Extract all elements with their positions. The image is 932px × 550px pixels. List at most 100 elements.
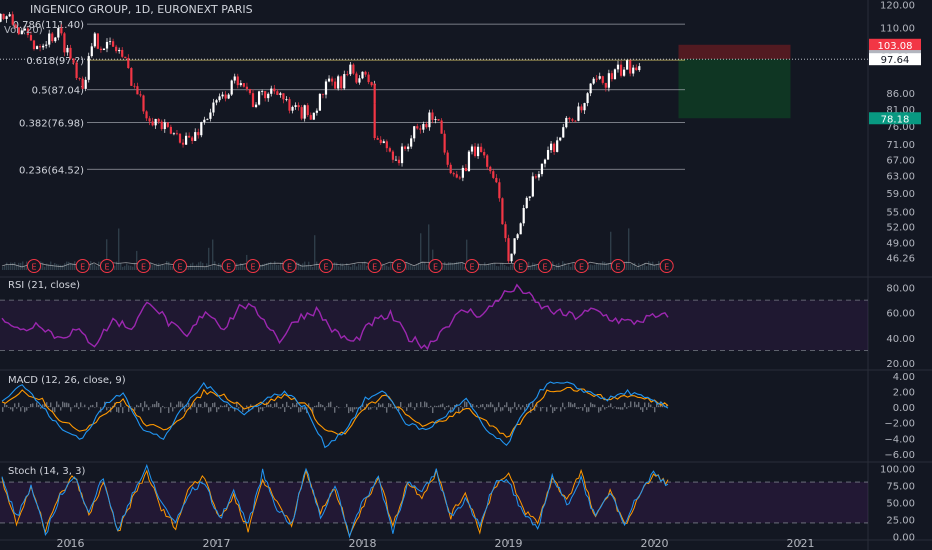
volume-bar <box>608 263 610 270</box>
candle-body <box>2 13 5 19</box>
macd-histogram-bar <box>532 402 534 408</box>
candle-body <box>410 138 413 147</box>
macd-histogram-bar <box>606 407 608 409</box>
candle-body <box>279 93 282 95</box>
candle-body <box>458 177 461 179</box>
candle-body <box>559 137 562 141</box>
earnings-marker-label: E <box>615 263 620 272</box>
macd-histogram-bar <box>46 402 48 408</box>
volume-bar <box>384 265 386 270</box>
macd-histogram-bar <box>58 404 60 408</box>
candle-body <box>480 146 483 153</box>
macd-histogram-bar <box>572 404 574 408</box>
volume-bar <box>156 263 158 270</box>
volume-bar <box>348 265 350 270</box>
series-line <box>1 381 669 449</box>
candle-body <box>294 105 297 107</box>
macd-histogram-bar <box>520 407 522 410</box>
volume-bar <box>344 265 346 270</box>
volume-bar <box>44 266 46 270</box>
volume-bar <box>62 265 64 270</box>
stoch-axis-tick: 50.00 <box>886 499 915 510</box>
macd-histogram-bar <box>180 401 182 408</box>
earnings-marker-label: E <box>104 263 109 272</box>
macd-histogram-bar <box>328 402 330 408</box>
candle-body <box>565 117 568 128</box>
candle-body <box>422 124 425 130</box>
macd-histogram-bar <box>370 407 372 410</box>
macd-histogram-bar <box>200 403 202 408</box>
stoch-axis-tick: 75.00 <box>886 481 915 492</box>
macd-histogram-bar <box>376 407 378 410</box>
volume-bar <box>74 261 76 270</box>
macd-histogram-bar <box>452 407 454 410</box>
candle-body <box>60 27 63 34</box>
volume-bar <box>264 263 266 270</box>
candle-body <box>42 45 45 48</box>
macd-histogram-bar <box>48 406 50 408</box>
candle-body <box>370 82 373 86</box>
macd-histogram-bar <box>550 404 552 408</box>
volume-bar <box>150 262 152 270</box>
macd-histogram-bar <box>168 407 170 414</box>
volume-bar <box>22 261 24 270</box>
macd-histogram-bar <box>612 407 614 409</box>
earnings-marker-label: E <box>579 263 584 272</box>
macd-histogram-bar <box>584 403 586 408</box>
volume-bar <box>494 263 496 270</box>
macd-histogram-bar <box>638 402 640 408</box>
volume-bar <box>200 261 202 270</box>
candle-body <box>440 120 443 134</box>
macd-histogram-bar <box>130 406 132 408</box>
candle-body <box>257 91 261 105</box>
macd-histogram-bar <box>488 404 490 408</box>
macd-histogram-bar <box>230 407 232 409</box>
candle-body <box>0 13 2 22</box>
macd-histogram-bar <box>298 407 300 413</box>
macd-histogram-bar <box>458 407 460 413</box>
macd-histogram-bar <box>144 401 146 408</box>
macd-histogram-bar <box>482 403 484 408</box>
volume-bar <box>626 261 628 270</box>
macd-histogram-bar <box>666 404 668 408</box>
price-axis-tick: 71.00 <box>886 140 915 151</box>
candle-body <box>69 47 72 59</box>
macd-histogram-bar <box>536 403 538 408</box>
candle-body <box>318 93 322 111</box>
candle-body <box>571 119 574 121</box>
price-axis-tick: 76.00 <box>886 122 915 133</box>
macd-histogram-bar <box>392 407 394 409</box>
price-label-bg <box>869 112 921 125</box>
candle-body <box>425 124 428 128</box>
macd-axis-tick: 0.00 <box>893 403 915 414</box>
macd-histogram-bar <box>348 407 350 414</box>
candle-body <box>595 78 598 80</box>
macd-histogram-bar <box>590 402 592 408</box>
earnings-marker <box>282 259 297 273</box>
macd-histogram-bar <box>546 407 548 412</box>
macd-histogram-bar <box>586 407 588 413</box>
volume-bar <box>338 266 340 270</box>
candle-body <box>364 71 367 75</box>
volume-bar <box>484 262 486 270</box>
macd-histogram-bar <box>432 407 434 414</box>
macd-histogram-bar <box>598 407 600 413</box>
candle-body <box>99 48 103 51</box>
price-axis-tick: 120.00 <box>880 0 915 11</box>
volume-bar <box>416 264 418 270</box>
volume-bar <box>128 265 130 270</box>
candle-body <box>157 118 160 122</box>
volume-bar <box>420 233 422 270</box>
candle-body <box>51 33 54 42</box>
volume-bar <box>72 263 74 270</box>
candle-body <box>470 146 474 152</box>
candle-body <box>264 91 267 99</box>
macd-histogram-bar <box>374 406 376 408</box>
volume-bar <box>656 264 658 270</box>
volume-bar <box>360 264 362 270</box>
volume-bar <box>316 261 318 270</box>
volume-bar <box>456 261 458 270</box>
volume-bar <box>452 262 454 270</box>
candle-body <box>622 69 626 76</box>
